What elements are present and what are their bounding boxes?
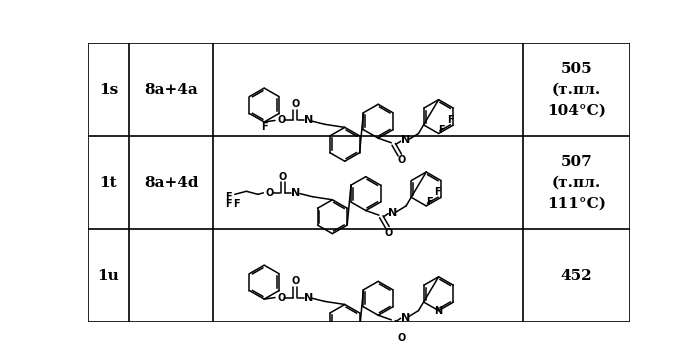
Text: O: O <box>277 292 286 303</box>
Text: N: N <box>400 312 410 323</box>
Text: O: O <box>265 188 274 198</box>
Text: F: F <box>261 122 267 132</box>
Text: F: F <box>233 199 239 209</box>
Text: O: O <box>291 99 300 109</box>
Text: F: F <box>447 115 454 125</box>
Text: 505
(т.пл.
104°C): 505 (т.пл. 104°C) <box>547 62 606 117</box>
Text: N: N <box>389 208 398 218</box>
Text: 507
(т.пл.
111°C): 507 (т.пл. 111°C) <box>547 155 606 210</box>
Text: F: F <box>225 199 232 209</box>
Text: F: F <box>225 191 232 202</box>
Text: N: N <box>435 306 442 316</box>
Text: O: O <box>398 333 405 342</box>
Text: O: O <box>398 156 405 165</box>
Text: O: O <box>279 172 287 182</box>
Text: 1s: 1s <box>99 83 118 97</box>
Text: F: F <box>435 187 441 197</box>
Text: N: N <box>304 115 313 126</box>
Text: 8a+4d: 8a+4d <box>144 176 199 190</box>
Text: F: F <box>426 197 433 207</box>
Text: F: F <box>438 125 445 135</box>
Text: 1u: 1u <box>97 269 119 283</box>
Text: O: O <box>385 228 393 238</box>
Text: N: N <box>304 292 313 303</box>
Text: 8a+4a: 8a+4a <box>144 83 198 97</box>
Text: 1t: 1t <box>99 176 117 190</box>
Text: O: O <box>291 276 300 286</box>
Text: O: O <box>277 115 286 126</box>
Text: 452: 452 <box>561 269 592 283</box>
Text: N: N <box>400 135 410 146</box>
Text: N: N <box>291 188 300 198</box>
